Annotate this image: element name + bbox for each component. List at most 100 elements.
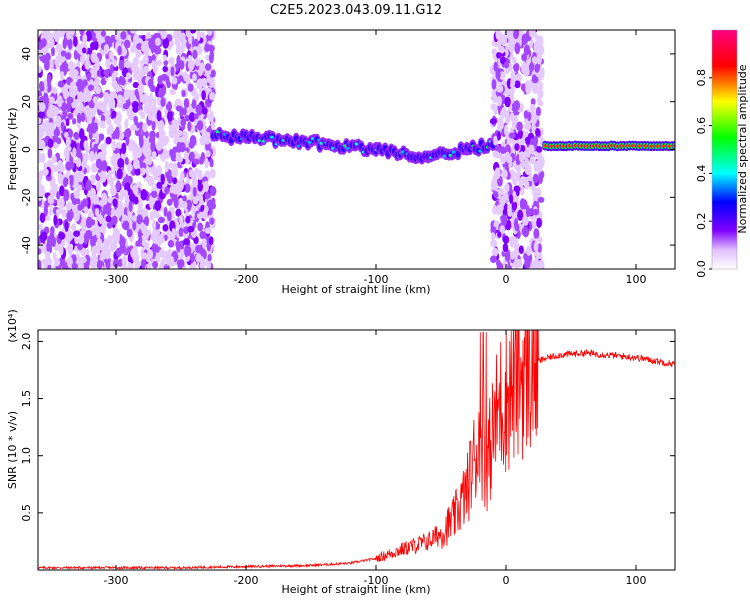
heatmap-blob <box>210 120 216 131</box>
heatmap-blob <box>138 109 144 116</box>
heatmap-blob <box>57 175 63 184</box>
heatmap-blob <box>534 33 539 41</box>
heatmap-track-core <box>270 135 274 139</box>
heatmap-blob <box>531 83 539 94</box>
heatmap-blob <box>62 110 68 118</box>
heatmap-blob <box>520 145 526 153</box>
heatmap-blob <box>137 200 143 212</box>
heatmap-blob <box>90 176 96 186</box>
heatmap-blob <box>151 150 157 160</box>
y-tick-label: -20 <box>20 188 33 206</box>
heatmap-blob <box>124 93 130 101</box>
heatmap-blob <box>139 93 145 103</box>
heatmap-blob <box>170 150 176 162</box>
heatmap-blob <box>172 162 178 171</box>
heatmap-blob <box>81 216 87 228</box>
heatmap-blob <box>538 173 543 185</box>
heatmap-blob <box>96 238 103 248</box>
heatmap-blob <box>158 129 166 138</box>
heatmap-blob <box>492 40 499 47</box>
heatmap-track-core <box>215 130 220 134</box>
heatmap-track-core <box>478 149 482 153</box>
heatmap-blob <box>489 255 497 263</box>
heatmap-blob <box>135 149 141 156</box>
heatmap-blob <box>162 37 170 49</box>
heatmap-blob <box>132 184 138 193</box>
heatmap-blob <box>148 114 154 121</box>
heatmap-blob <box>537 84 543 94</box>
heatmap-blob <box>73 189 81 199</box>
heatmap-blob <box>120 31 127 40</box>
heatmap-blob <box>536 236 543 243</box>
heatmap-blob <box>72 147 77 158</box>
heatmap-blob <box>150 141 156 152</box>
heatmap-blob <box>119 188 125 201</box>
heatmap-blob <box>510 77 516 87</box>
heatmap-blob <box>209 186 217 197</box>
heatmap-blob <box>192 73 197 82</box>
heatmap-blob <box>59 185 65 197</box>
heatmap-blob <box>171 227 176 240</box>
heatmap-blob <box>521 226 528 237</box>
heatmap-blob <box>523 110 529 119</box>
heatmap-blob <box>168 162 174 169</box>
heatmap-blob <box>516 121 523 132</box>
heatmap-blob <box>177 155 183 163</box>
heatmap-blob <box>100 244 106 253</box>
heatmap-blob <box>517 129 523 139</box>
heatmap-blob <box>140 258 147 269</box>
heatmap-blob <box>129 30 137 34</box>
x-tick-label: 100 <box>626 574 647 587</box>
heatmap-blob <box>106 118 112 126</box>
heatmap-blob <box>79 30 85 36</box>
heatmap-blob <box>121 255 128 267</box>
heatmap-blob <box>65 136 71 146</box>
heatmap-blob <box>50 186 57 198</box>
heatmap-blob <box>160 97 166 108</box>
heatmap-blob <box>139 59 144 68</box>
heatmap-blob <box>50 236 57 248</box>
heatmap-blob <box>179 106 184 118</box>
heatmap-blob <box>203 180 210 192</box>
heatmap-blob <box>533 41 539 53</box>
heatmap-blob <box>513 262 520 269</box>
heatmap-x-axis-label: Height of straight line (km) <box>281 283 430 296</box>
y-tick-label: 40 <box>20 47 33 61</box>
heatmap-x-ticks: -300 -200 -100 0 100 <box>104 30 647 286</box>
heatmap-blob <box>191 99 197 109</box>
heatmap-blob <box>191 178 199 188</box>
heatmap-blob <box>514 42 521 55</box>
heatmap-blob <box>500 155 507 165</box>
heatmap-blob <box>63 89 70 100</box>
heatmap-blob <box>149 92 154 104</box>
colorbar-tick-label: 0.0 <box>695 260 708 278</box>
chart-title: C2E5.2023.043.09.11.G12 <box>270 3 442 18</box>
heatmap-blob <box>500 146 506 155</box>
heatmap-blob <box>82 79 88 87</box>
y-tick-label: 0.5 <box>20 504 33 522</box>
heatmap-blob <box>492 247 499 257</box>
y-tick-label: -40 <box>20 236 33 254</box>
snr-marks <box>38 330 675 570</box>
heatmap-blob <box>144 130 149 139</box>
heatmap-blob <box>53 141 58 149</box>
heatmap-blob <box>537 196 545 203</box>
heatmap-blob <box>199 262 206 269</box>
heatmap-blob <box>44 59 50 67</box>
heatmap-blob <box>38 117 42 125</box>
heatmap-blob <box>109 91 115 101</box>
heatmap-blob <box>90 51 98 64</box>
heatmap-blob <box>79 103 84 112</box>
heatmap-blob <box>538 42 543 49</box>
heatmap-blob <box>63 189 70 202</box>
heatmap-blob <box>204 63 212 71</box>
heatmap-blob <box>119 131 125 140</box>
heatmap-blob <box>537 259 545 269</box>
heatmap-blob <box>113 59 118 68</box>
heatmap-blob <box>60 50 67 57</box>
heatmap-blob <box>512 178 518 186</box>
heatmap-blob <box>123 39 131 49</box>
heatmap-blob <box>43 124 49 132</box>
x-tick-label: 0 <box>503 574 510 587</box>
heatmap-blob <box>176 130 183 137</box>
